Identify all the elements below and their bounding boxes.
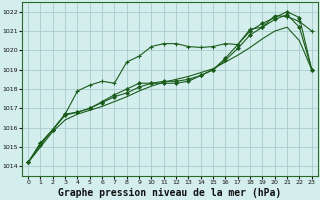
X-axis label: Graphe pression niveau de la mer (hPa): Graphe pression niveau de la mer (hPa) (58, 188, 282, 198)
